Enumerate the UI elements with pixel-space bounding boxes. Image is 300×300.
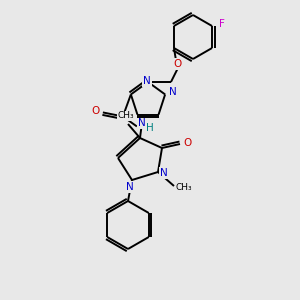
Text: N: N — [169, 87, 177, 98]
Text: F: F — [219, 19, 225, 29]
Text: O: O — [92, 106, 100, 116]
Text: O: O — [174, 59, 182, 69]
Text: O: O — [183, 138, 191, 148]
Text: N: N — [126, 182, 134, 192]
Text: N: N — [160, 168, 168, 178]
Text: H: H — [146, 123, 154, 134]
Text: CH₃: CH₃ — [176, 184, 192, 193]
Text: N: N — [143, 76, 151, 86]
Text: N: N — [138, 118, 146, 128]
Text: CH₃: CH₃ — [118, 112, 134, 121]
